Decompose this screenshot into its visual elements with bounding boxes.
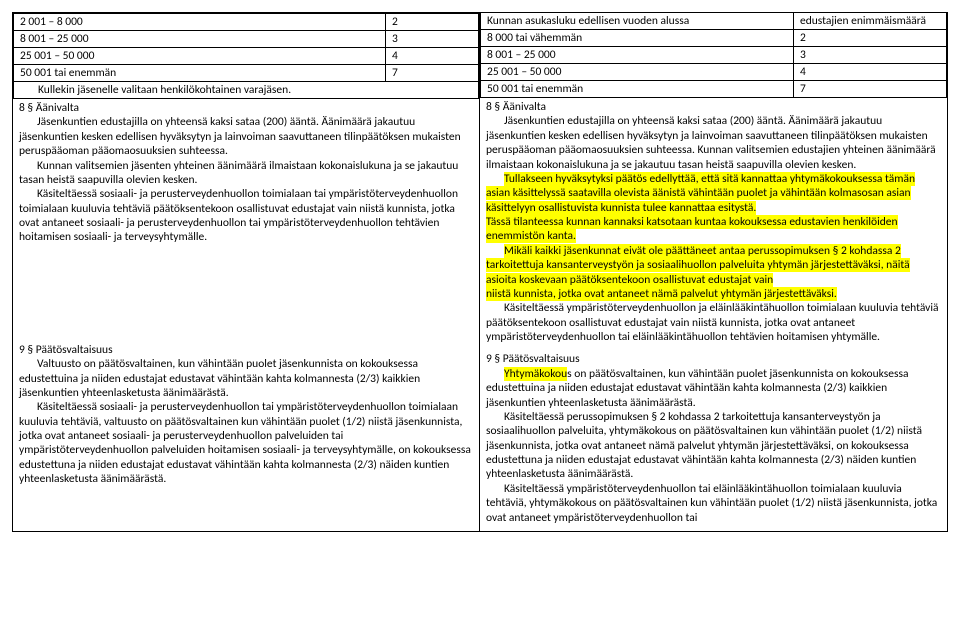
- left-section-9: 9 § Päätösvaltaisuus Valtuusto on päätös…: [13, 341, 479, 493]
- right-section-9: 9 § Päätösvaltaisuus Yhtymäkokous on pää…: [480, 350, 947, 531]
- table-row: 50 001 tai enemmän 7: [481, 81, 947, 98]
- highlight-text: niistä kunnista, jotka ovat antaneet näm…: [486, 287, 837, 301]
- spacer: [13, 251, 479, 341]
- section-title: 9 § Päätösvaltaisuus: [486, 352, 941, 366]
- page: 2 001 – 8 000 2 8 001 – 25 000 3 25 001 …: [12, 12, 948, 532]
- table-caption: Kullekin jäsenelle valitaan henkilökohta…: [14, 82, 479, 99]
- table-caption-row: Kullekin jäsenelle valitaan henkilökohta…: [14, 82, 479, 99]
- paragraph-highlight: Tullakseen hyväksytyksi päätös edellyttä…: [486, 172, 941, 215]
- right-column: Kunnan asukasluku edellisen vuoden aluss…: [480, 13, 947, 531]
- cell-count: 4: [794, 64, 947, 81]
- cell-range: 25 001 – 50 000: [14, 48, 386, 65]
- cell-count: 2: [386, 14, 479, 31]
- paragraph-mixed: Yhtymäkokous on päätösvaltainen, kun väh…: [486, 367, 941, 410]
- table-row: 8 001 – 25 000 3: [14, 31, 479, 48]
- cell-range: 50 001 tai enemmän: [14, 65, 386, 82]
- highlight-text: Tässä tilanteessa kunnan kannaksi katsot…: [486, 215, 898, 243]
- section-title: 8 § Äänivalta: [19, 101, 473, 115]
- section-title: 8 § Äänivalta: [486, 100, 941, 114]
- cell-range: 25 001 – 50 000: [481, 64, 794, 81]
- paragraph: Käsiteltäessä ympäristöterveydenhuollon …: [486, 482, 941, 525]
- cell-range: 8 001 – 25 000: [481, 47, 794, 64]
- paragraph: Jäsenkuntien edustajilla on yhteensä kak…: [19, 115, 473, 158]
- cell-count: 7: [794, 81, 947, 98]
- cell-range: 8 001 – 25 000: [14, 31, 386, 48]
- paragraph-mixed: Mikäli kaikki jäsenkunnat eivät ole päät…: [486, 244, 941, 287]
- paragraph: Käsiteltäessä ympäristöterveydenhuollon …: [486, 301, 941, 344]
- cell-count: 3: [386, 31, 479, 48]
- highlight-text: Mikäli kaikki jäsenkunnat eivät ole päät…: [486, 244, 910, 287]
- cell-count: 4: [386, 48, 479, 65]
- cell-count: 3: [794, 47, 947, 64]
- table-row: 2 001 – 8 000 2: [14, 14, 479, 31]
- highlight-text: Yhtymäkokou: [504, 367, 567, 381]
- cell-range: 2 001 – 8 000: [14, 14, 386, 31]
- paragraph: Käsiteltäessä sosiaali- ja perusterveyde…: [19, 400, 473, 486]
- left-section-8: 8 § Äänivalta Jäsenkuntien edustajilla o…: [13, 99, 479, 251]
- left-column: 2 001 – 8 000 2 8 001 – 25 000 3 25 001 …: [13, 13, 480, 531]
- table-row: 8 000 tai vähemmän 2: [481, 30, 947, 47]
- highlight-text: Tullakseen hyväksytyksi päätös edellyttä…: [486, 172, 915, 215]
- section-title: 9 § Päätösvaltaisuus: [19, 343, 473, 357]
- header-left: Kunnan asukasluku edellisen vuoden aluss…: [481, 13, 794, 30]
- paragraph-highlight: Tässä tilanteessa kunnan kannaksi katsot…: [486, 215, 941, 244]
- cell-count: 2: [794, 30, 947, 47]
- cell-count: 7: [386, 65, 479, 82]
- table-row: 25 001 – 50 000 4: [481, 64, 947, 81]
- paragraph: Käsiteltäessä sosiaali- ja perusterveyde…: [19, 187, 473, 245]
- left-population-table: 2 001 – 8 000 2 8 001 – 25 000 3 25 001 …: [13, 13, 479, 99]
- table-row: 25 001 – 50 000 4: [14, 48, 479, 65]
- header-right: edustajien enimmäismäärä: [794, 13, 947, 30]
- cell-range: 50 001 tai enemmän: [481, 81, 794, 98]
- paragraph: Jäsenkuntien edustajilla on yhteensä kak…: [486, 114, 941, 172]
- paragraph: Käsiteltäessä perussopimuksen § 2 kohdas…: [486, 410, 941, 482]
- table-row: 8 001 – 25 000 3: [481, 47, 947, 64]
- table-row: 50 001 tai enemmän 7: [14, 65, 479, 82]
- paragraph-highlight: niistä kunnista, jotka ovat antaneet näm…: [486, 287, 941, 301]
- table-header-row: Kunnan asukasluku edellisen vuoden aluss…: [481, 13, 947, 30]
- paragraph: Kunnan valitsemien jäsenten yhteinen ään…: [19, 159, 473, 188]
- right-header-table: Kunnan asukasluku edellisen vuoden aluss…: [480, 13, 947, 98]
- cell-range: 8 000 tai vähemmän: [481, 30, 794, 47]
- paragraph: Valtuusto on päätösvaltainen, kun vähint…: [19, 357, 473, 400]
- right-section-8: 8 § Äänivalta Jäsenkuntien edustajilla o…: [480, 98, 947, 350]
